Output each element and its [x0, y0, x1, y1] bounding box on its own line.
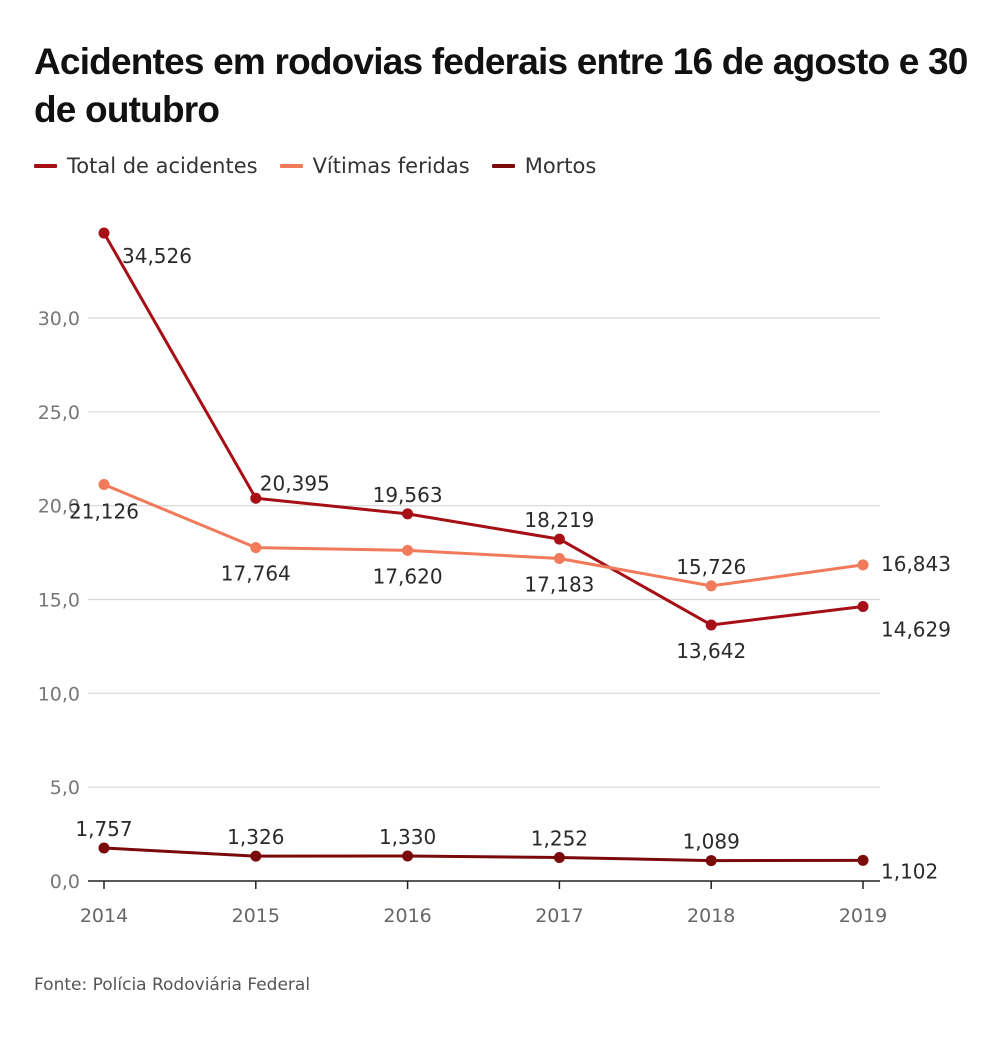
x-tick-label: 2019: [839, 905, 887, 927]
data-label-total-de-acidentes: 20,395: [260, 471, 330, 495]
data-point-vitimas-feridas: [857, 559, 869, 571]
data-label-mortos: 1,089: [683, 830, 740, 854]
data-label-total-de-acidentes: 13,642: [676, 639, 746, 663]
data-label-mortos: 1,757: [75, 817, 132, 841]
y-tick-label: 0,0: [50, 871, 80, 893]
legend-swatch-total-de-acidentes: [34, 164, 57, 168]
data-point-mortos: [705, 855, 717, 867]
chart-title: Acidentes em rodovias federais entre 16 …: [34, 41, 968, 130]
legend-item-vitimas-feridas: Vítimas feridas: [279, 154, 470, 178]
y-tick-label: 5,0: [50, 777, 80, 799]
x-tick-label: 2016: [383, 905, 431, 927]
data-point-vitimas-feridas: [553, 553, 565, 565]
data-labels: 34,526 20,395 19,563 18,219 13,642 14,629 21,1…: [69, 244, 951, 883]
data-label-total-de-acidentes: 14,629: [881, 617, 951, 641]
data-label-vitimas-feridas: 21,126: [69, 500, 139, 524]
legend-item-mortos: Mortos: [491, 154, 597, 178]
data-point-total-de-acidentes: [98, 227, 110, 239]
legend-swatch-mortos: [491, 164, 515, 168]
series-line-total-de-acidentes: [102, 232, 864, 627]
y-tick-label: 10,0: [38, 683, 80, 705]
series-line-mortos: [103, 846, 864, 863]
y-tick-label: 20,0: [38, 496, 80, 518]
data-label-vitimas-feridas: 17,620: [373, 564, 443, 588]
legend-swatch-vitimas-feridas: [279, 164, 303, 168]
legend-label-total-de-acidentes: Total de acidentes: [67, 154, 258, 178]
data-point-total-de-acidentes: [857, 600, 869, 612]
x-tick-label: 2017: [535, 905, 583, 927]
data-point-total-de-acidentes: [705, 619, 717, 631]
data-point-vitimas-feridas: [98, 479, 110, 491]
legend: Total de acidentes Vítimas feridas Morto…: [34, 154, 618, 178]
data-point-vitimas-feridas: [705, 580, 717, 592]
axes: 0,0 5,0 10,0 15,0 20,0 25,0 30,0 2014 2015 2016 20…: [38, 308, 887, 927]
data-point-vitimas-feridas: [402, 544, 414, 556]
y-tick-label: 15,0: [38, 590, 80, 612]
data-point-total-de-acidentes: [553, 533, 565, 545]
y-tick-label: 30,0: [38, 308, 80, 330]
data-point-mortos: [553, 852, 565, 864]
legend-label-vitimas-feridas: Vítimas feridas: [312, 154, 470, 178]
data-label-mortos: 1,252: [531, 827, 588, 851]
data-label-total-de-acidentes: 18,219: [524, 508, 594, 532]
data-label-mortos: 1,330: [379, 825, 436, 849]
data-label-vitimas-feridas: 17,764: [221, 562, 291, 586]
data-label-mortos: 1,102: [881, 859, 938, 883]
legend-item-total-de-acidentes: Total de acidentes: [34, 154, 258, 178]
data-label-total-de-acidentes: 19,563: [373, 483, 443, 507]
x-tick-label: 2018: [687, 905, 735, 927]
data-point-mortos: [857, 854, 869, 866]
gridlines: [88, 317, 880, 788]
data-label-total-de-acidentes: 34,526: [122, 244, 192, 268]
y-tick-label: 25,0: [38, 402, 80, 424]
source-note: Fonte: Polícia Rodoviária Federal: [34, 975, 311, 995]
data-label-vitimas-feridas: 17,183: [524, 573, 594, 597]
data-point-mortos: [98, 842, 110, 854]
data-point-total-de-acidentes: [250, 492, 262, 504]
legend-label-mortos: Mortos: [524, 154, 597, 178]
data-label-vitimas-feridas: 15,726: [676, 555, 746, 579]
x-tick-label: 2014: [80, 905, 128, 927]
data-point-mortos: [250, 850, 262, 862]
series: [98, 227, 869, 867]
data-point-mortos: [402, 850, 414, 862]
data-label-mortos: 1,326: [227, 825, 284, 849]
data-label-vitimas-feridas: 16,843: [881, 552, 951, 576]
data-point-vitimas-feridas: [250, 542, 262, 554]
series-line-vitimas-feridas: [103, 483, 864, 588]
x-tick-label: 2015: [232, 905, 280, 927]
data-point-total-de-acidentes: [402, 508, 414, 520]
